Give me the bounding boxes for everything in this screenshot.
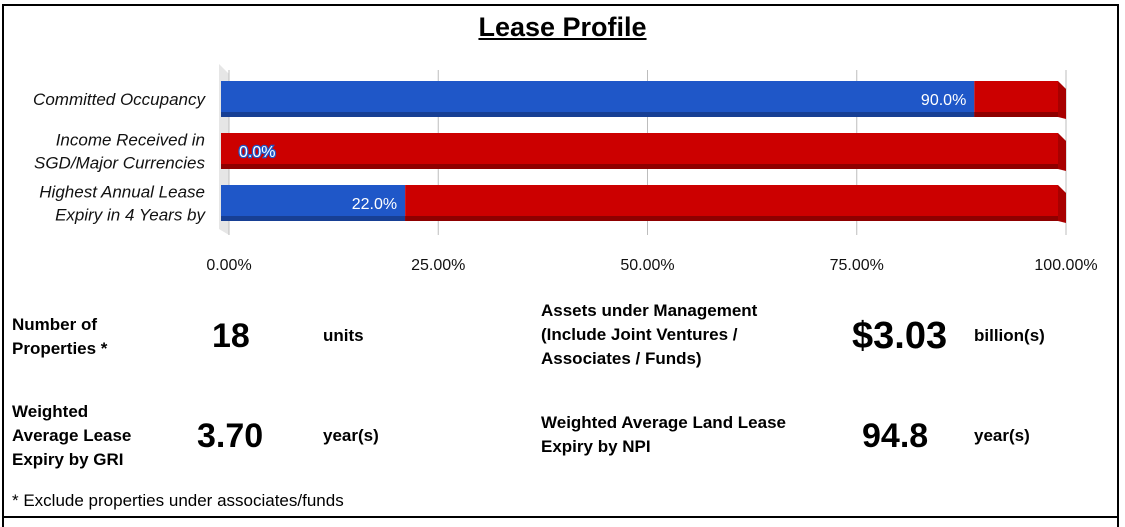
properties-value: 18 <box>212 317 250 355</box>
category-label: Committed Occupancy <box>33 90 206 109</box>
x-tick-label: 100.00% <box>1034 257 1097 274</box>
wale-unit: year(s) <box>323 426 379 445</box>
bar-segment <box>974 81 1058 117</box>
aum-label: Assets under Management (Include Joint V… <box>541 301 758 368</box>
x-tick-label: 75.00% <box>830 257 884 274</box>
bar-segment <box>221 81 975 117</box>
bar-segment-base <box>221 216 406 221</box>
bottom-rule <box>2 516 1119 518</box>
x-tick-label: 25.00% <box>411 257 465 274</box>
wale-value: 3.70 <box>197 417 264 455</box>
category-label: SGD/Major Currencies <box>34 154 205 173</box>
properties-unit: units <box>323 326 364 345</box>
category-label: Income Received in <box>56 131 205 150</box>
category-label: Expiry in 4 Years by <box>55 206 206 225</box>
bar-segment <box>221 185 406 221</box>
bar-segment-base <box>221 112 975 117</box>
land-lease-unit: year(s) <box>974 426 1030 445</box>
aum-value: $3.03 <box>852 315 948 357</box>
bars <box>221 81 1066 223</box>
aum-unit: billion(s) <box>974 326 1045 345</box>
data-label: 90.0% <box>921 92 966 109</box>
category-label: Highest Annual Lease <box>39 183 205 202</box>
properties-label: Number of Properties * <box>12 315 108 358</box>
labels: 0.00% 25.00% 50.00% 75.00% 100.00% Committed … <box>33 90 1098 274</box>
land-lease-label: Weighted Average Land Lease Expiry by NP… <box>541 413 786 456</box>
bar-segment <box>405 185 1058 221</box>
bar-end-face <box>1058 133 1066 171</box>
footnote: * Exclude properties under associates/fu… <box>12 491 344 510</box>
land-lease-value: 94.8 <box>862 417 929 455</box>
bar-end-face <box>1058 81 1066 119</box>
bar-segment-base <box>405 216 1058 221</box>
bar-end-face <box>1058 185 1066 223</box>
data-label: 22.0% <box>352 196 397 213</box>
panel-frame <box>2 4 1119 527</box>
bar-segment-base <box>974 112 1058 117</box>
data-label: 0.0% <box>239 144 275 161</box>
x-tick-label: 50.00% <box>620 257 674 274</box>
x-tick-label: 0.00% <box>206 257 251 274</box>
wale-label: Weighted Average Lease Expiry by GRI <box>12 402 132 469</box>
bar-segment-base <box>221 164 1058 169</box>
chart-title: Lease Profile <box>478 12 647 42</box>
bar-segment <box>221 133 1058 169</box>
lease-profile-chart: 0.00% 25.00% 50.00% 75.00% 100.00% Committed … <box>33 64 1098 274</box>
